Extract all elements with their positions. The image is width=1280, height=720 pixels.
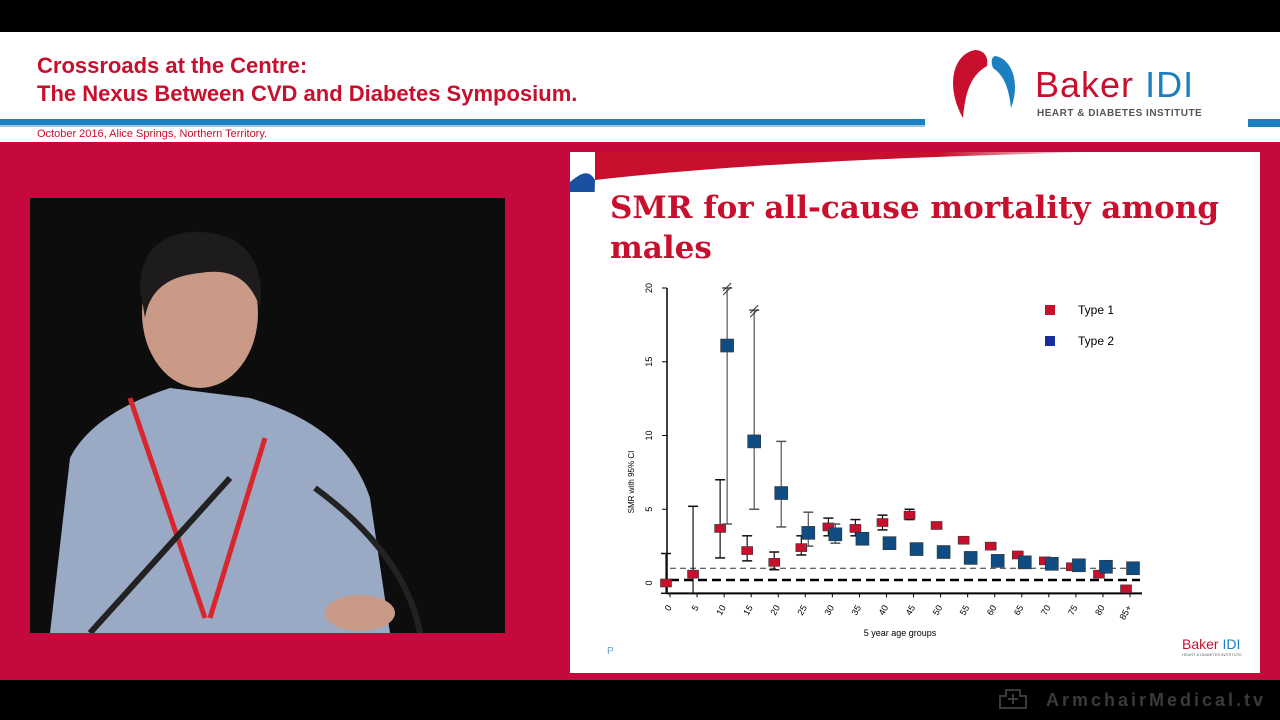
legend-label: Type 2 <box>1078 334 1114 348</box>
x-tick-label: 40 <box>877 603 891 617</box>
data-point-type-1 <box>795 543 808 552</box>
slide: SMR for all-cause mortality among males … <box>570 152 1260 673</box>
y-tick-label: 5 <box>644 507 654 512</box>
x-tick-label: 15 <box>741 603 755 617</box>
data-point-type-2 <box>882 536 897 550</box>
axis-break-icon <box>749 304 759 318</box>
data-point-type-2 <box>1099 559 1113 574</box>
data-point-type-1 <box>741 546 753 555</box>
data-point-type-1 <box>687 569 699 579</box>
y-tick-label: 15 <box>644 357 654 367</box>
divider-bar <box>0 119 925 127</box>
banner-title: Crossroads at the Centre: The Nexus Betw… <box>37 52 577 108</box>
data-point-type-1 <box>903 510 916 520</box>
y-tick-label: 20 <box>644 283 654 293</box>
data-point-type-1 <box>768 558 781 567</box>
x-tick-label: 75 <box>1066 603 1080 617</box>
y-axis-label: SMR with 95% CI <box>627 451 636 514</box>
data-point-type-2 <box>720 338 734 353</box>
x-tick-label: 45 <box>904 603 918 617</box>
banner-title-line1: Crossroads at the Centre: <box>37 53 308 78</box>
logo-subtitle: HEART & DIABETES INSTITUTE <box>1037 108 1203 119</box>
data-point-type-2 <box>747 434 761 449</box>
data-point-type-2 <box>855 531 870 546</box>
x-tick-label: 5 <box>690 603 701 612</box>
data-point-type-2 <box>1072 558 1086 573</box>
data-point-type-1 <box>984 541 997 551</box>
y-tick-label: 0 <box>644 580 654 585</box>
x-tick-label: 35 <box>849 603 863 617</box>
letterbox-bottom <box>0 680 1280 720</box>
data-point-type-1 <box>876 518 889 527</box>
data-point-type-1 <box>849 524 862 533</box>
data-point-type-2 <box>990 554 1005 568</box>
axis-break-icon <box>722 282 732 296</box>
x-tick-label: 20 <box>768 603 782 617</box>
data-point-type-1 <box>1011 550 1024 560</box>
legend-swatch <box>1045 305 1055 315</box>
x-axis-label: 5 year age groups <box>864 628 937 638</box>
letterbox-top <box>0 0 1280 32</box>
heart-logo-icon <box>953 50 1016 118</box>
data-point-type-1 <box>822 522 835 532</box>
data-point-type-2 <box>1126 561 1140 576</box>
banner-header: Crossroads at the Centre: The Nexus Betw… <box>0 32 1280 142</box>
x-tick-label: 60 <box>985 603 999 617</box>
data-point-type-2 <box>963 551 978 565</box>
legend-label: Type 1 <box>1078 303 1114 317</box>
x-tick-label: 70 <box>1039 603 1053 617</box>
baker-idi-logo: Baker IDI HEART & DIABETES INSTITUTE <box>945 46 1225 126</box>
x-tick-label: 85+ <box>1117 603 1133 621</box>
x-tick-label: 80 <box>1093 603 1107 617</box>
logo-main: Baker <box>1035 64 1135 105</box>
x-tick-label: 10 <box>714 603 728 617</box>
data-point-type-1 <box>714 524 726 533</box>
slide-swoosh <box>570 152 1090 192</box>
footer-logo-main: Baker <box>1182 636 1219 652</box>
data-point-type-2 <box>936 545 951 559</box>
slide-footer-logo: Baker IDI HEART & DIABETES INSTITUTE <box>1182 636 1242 657</box>
y-tick-label: 10 <box>644 430 654 440</box>
legend-swatch <box>1045 336 1055 346</box>
data-point-type-2 <box>1017 555 1032 570</box>
banner-subtitle: October 2016, Alice Springs, Northern Te… <box>37 128 268 140</box>
footer-logo-sub: HEART & DIABETES INSTITUTE <box>1182 652 1242 657</box>
smr-chart: 0 5 10 15 20 0 5 10 15 20 25 30 35 40 45 50 55 60 65 70 75 80… <box>627 282 1143 638</box>
data-point-type-2 <box>774 486 789 500</box>
data-point-type-1 <box>1093 569 1105 579</box>
x-tick-label: 30 <box>822 603 836 617</box>
data-point-type-1 <box>930 521 943 530</box>
speaker-video <box>30 198 505 633</box>
x-tick-label: 0 <box>663 603 674 612</box>
x-tick-label: 50 <box>931 603 945 617</box>
x-tick-label: 65 <box>1012 603 1026 617</box>
divider-bar-right <box>1248 119 1280 127</box>
data-point-type-1 <box>660 578 672 588</box>
x-tick-label: 25 <box>795 603 809 617</box>
armchair-cross-icon <box>999 689 1027 709</box>
data-point-type-1 <box>957 535 970 545</box>
footer-logo-accent: IDI <box>1222 636 1241 652</box>
data-point-type-1 <box>1120 584 1132 594</box>
data-point-type-2 <box>828 527 843 542</box>
watermark: ArmchairMedical.tv <box>1046 690 1267 710</box>
slide-footer-letter: P <box>607 646 614 657</box>
x-tick-label: 55 <box>958 603 972 617</box>
data-point-type-2 <box>801 526 816 540</box>
logo-accent: IDI <box>1145 64 1195 105</box>
data-point-type-2 <box>1045 557 1059 571</box>
data-point-type-2 <box>909 542 924 556</box>
slide-title: SMR for all-cause mortality among males <box>610 190 1220 266</box>
speaker-figure <box>30 198 505 633</box>
banner-title-line2: The Nexus Between CVD and Diabetes Sympo… <box>37 81 578 106</box>
